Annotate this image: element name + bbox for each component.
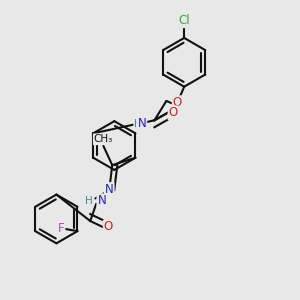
Text: N: N <box>105 183 114 196</box>
Text: CH₃: CH₃ <box>94 134 113 144</box>
Text: O: O <box>173 96 182 109</box>
Text: N: N <box>98 194 106 207</box>
Text: O: O <box>104 220 113 233</box>
Text: O: O <box>169 106 178 119</box>
Text: H: H <box>134 119 142 129</box>
Text: H: H <box>85 196 93 206</box>
Text: N: N <box>137 117 146 130</box>
Text: Cl: Cl <box>178 14 190 27</box>
Text: F: F <box>58 222 64 235</box>
